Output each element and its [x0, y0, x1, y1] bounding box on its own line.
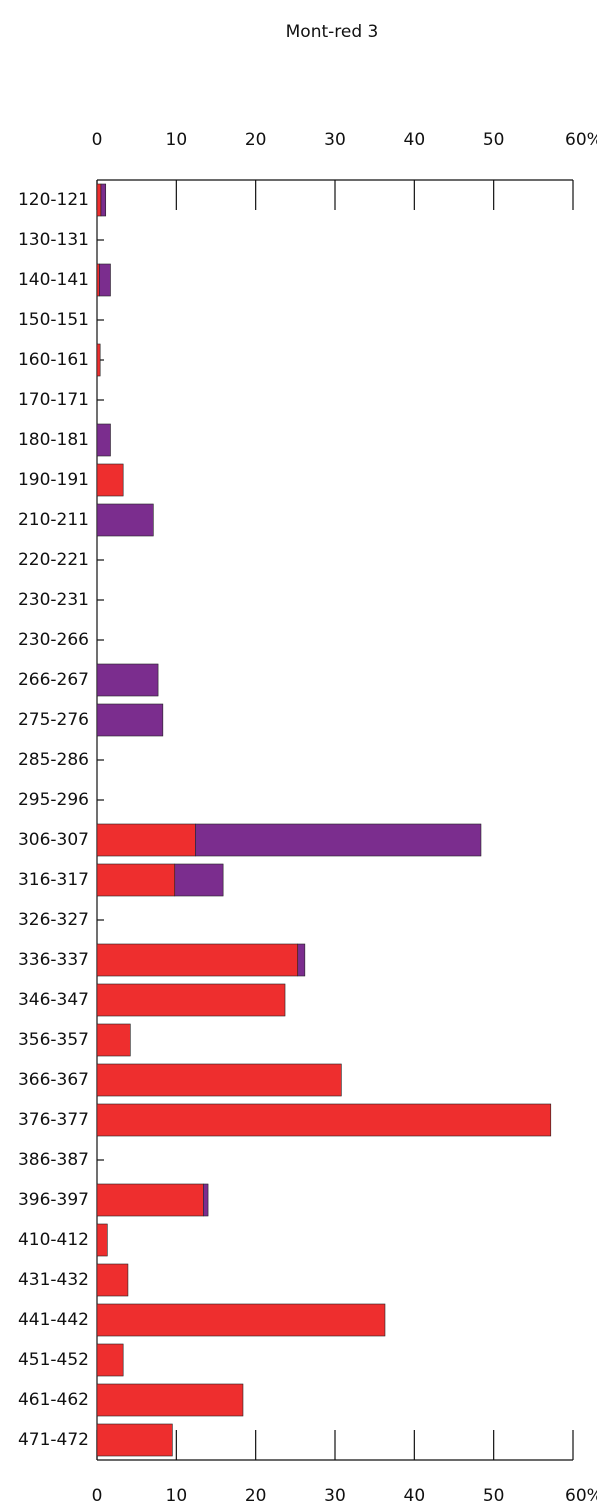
- y-tick-label: 275-276: [18, 710, 89, 730]
- y-tick-label: 295-296: [18, 790, 89, 810]
- y-tick-label: 410-412: [18, 1230, 89, 1250]
- y-tick-label: 220-221: [18, 550, 89, 570]
- bar: [96, 1343, 124, 1377]
- y-tick-label: 160-161: [18, 350, 89, 370]
- y-tick-label: 336-337: [18, 950, 89, 970]
- bar: [96, 1103, 552, 1137]
- y-tick-label: 326-327: [18, 910, 89, 930]
- bar: [96, 1023, 131, 1057]
- x-tick-label: 60%: [565, 1486, 597, 1506]
- y-tick-label: 306-307: [18, 830, 89, 850]
- x-tick-label: 0: [92, 1486, 103, 1506]
- y-tick-label: 386-387: [18, 1150, 89, 1170]
- bar: [96, 1063, 342, 1097]
- y-tick-label: 285-286: [18, 750, 89, 770]
- bar: [96, 1263, 129, 1297]
- y-tick-label: 471-472: [18, 1430, 89, 1450]
- x-tick-label: 50: [483, 130, 505, 150]
- bar: [96, 863, 176, 897]
- bar: [96, 943, 299, 977]
- y-tick-label: 376-377: [18, 1110, 89, 1130]
- bar: [174, 863, 224, 897]
- y-tick-label: 396-397: [18, 1190, 89, 1210]
- bar: [100, 183, 107, 217]
- bar: [96, 463, 124, 497]
- chart-title: Mont-red 3: [286, 22, 379, 42]
- bar: [96, 1183, 204, 1217]
- bar: [96, 1423, 173, 1457]
- bar: [96, 703, 164, 737]
- x-tick-label: 0: [92, 130, 103, 150]
- y-tick-label: 451-452: [18, 1350, 89, 1370]
- y-tick-label: 140-141: [18, 270, 89, 290]
- y-tick-label: 120-121: [18, 190, 89, 210]
- bar: [96, 343, 101, 377]
- x-tick-label: 50: [483, 1486, 505, 1506]
- x-tick-label: 40: [404, 130, 426, 150]
- y-tick-label: 150-151: [18, 310, 89, 330]
- x-tick-label: 60%: [565, 130, 597, 150]
- x-tick-label: 30: [324, 1486, 346, 1506]
- y-tick-label: 170-171: [18, 390, 89, 410]
- bar: [297, 943, 306, 977]
- y-tick-label: 346-347: [18, 990, 89, 1010]
- x-tick-label: 40: [404, 1486, 426, 1506]
- bar: [96, 183, 102, 217]
- bar: [195, 823, 482, 857]
- y-tick-label: 230-231: [18, 590, 89, 610]
- y-tick-label: 356-357: [18, 1030, 89, 1050]
- bar: [96, 663, 159, 697]
- y-tick-label: 190-191: [18, 470, 89, 490]
- y-tick-label: 441-442: [18, 1310, 89, 1330]
- y-tick-label: 230-266: [18, 630, 89, 650]
- y-tick-label: 210-211: [18, 510, 89, 530]
- x-tick-label: 10: [166, 130, 188, 150]
- bar: [99, 263, 111, 297]
- bar: [96, 1223, 108, 1257]
- bar: [96, 503, 154, 537]
- x-tick-label: 20: [245, 130, 267, 150]
- y-tick-label: 461-462: [18, 1390, 89, 1410]
- bar: [96, 263, 100, 297]
- x-tick-label: 10: [166, 1486, 188, 1506]
- bar: [96, 423, 111, 457]
- bar: [96, 823, 196, 857]
- y-tick-label: 366-367: [18, 1070, 89, 1090]
- bar: [96, 983, 286, 1017]
- y-tick-label: 431-432: [18, 1270, 89, 1290]
- x-tick-label: 30: [324, 130, 346, 150]
- y-tick-label: 266-267: [18, 670, 89, 690]
- bar: [203, 1183, 209, 1217]
- bar: [96, 1303, 386, 1337]
- x-tick-label: 20: [245, 1486, 267, 1506]
- y-tick-label: 130-131: [18, 230, 89, 250]
- y-tick-label: 180-181: [18, 430, 89, 450]
- y-tick-label: 316-317: [18, 870, 89, 890]
- bar: [96, 1383, 244, 1417]
